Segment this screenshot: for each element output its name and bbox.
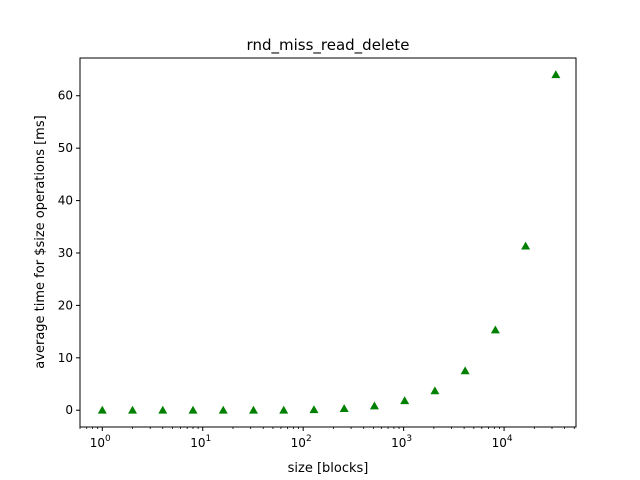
- data-point: [490, 325, 500, 334]
- y-tick-label: 10: [58, 351, 73, 365]
- x-tick-exponent: 4: [507, 434, 513, 444]
- x-tick-exponent: 2: [306, 434, 312, 444]
- data-point: [309, 405, 319, 414]
- y-tick-label: 60: [58, 89, 73, 103]
- y-axis-label: average time for $size operations [ms]: [33, 115, 48, 368]
- chart-title: rnd_miss_read_delete: [247, 36, 410, 55]
- data-point: [128, 405, 138, 414]
- x-tick-exponent: 1: [206, 434, 212, 444]
- data-point: [248, 405, 258, 414]
- data-point: [430, 386, 440, 395]
- data-points: [97, 70, 561, 414]
- y-tick-label: 30: [58, 246, 73, 260]
- y-tick-label: 0: [65, 403, 73, 417]
- plot-area-frame: [79, 57, 577, 428]
- data-point: [339, 404, 349, 413]
- y-axis-ticks: 0 10 20 30 40 50 60: [58, 89, 80, 417]
- y-tick-label: 40: [58, 194, 73, 208]
- data-point: [279, 405, 289, 414]
- data-point: [188, 405, 198, 414]
- data-point: [218, 405, 228, 414]
- x-tick-exponent: 0: [105, 434, 111, 444]
- x-tick-exponent: 3: [406, 434, 412, 444]
- data-point: [369, 401, 379, 410]
- data-point: [460, 366, 470, 375]
- data-point: [400, 396, 410, 405]
- data-point: [551, 70, 561, 79]
- y-tick-label: 20: [58, 298, 73, 312]
- data-point: [521, 241, 531, 250]
- x-axis-label: size [blocks]: [288, 461, 369, 476]
- y-tick-label: 50: [58, 141, 73, 155]
- data-point: [97, 405, 107, 414]
- data-point: [158, 405, 168, 414]
